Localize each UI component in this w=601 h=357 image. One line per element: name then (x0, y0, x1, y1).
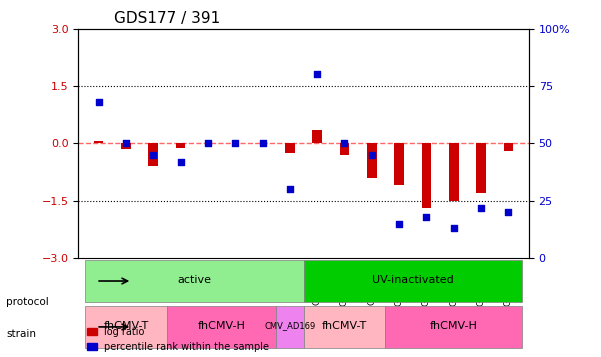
Text: fhCMV-T: fhCMV-T (103, 321, 148, 331)
Text: protocol: protocol (6, 297, 49, 307)
Bar (148, 143, 158, 166)
FancyBboxPatch shape (85, 260, 304, 302)
Bar (313, 130, 322, 143)
Point (476, 205, 486, 210)
Text: strain: strain (6, 329, 36, 339)
Bar (394, 143, 404, 185)
Point (285, 186, 294, 192)
Bar (285, 143, 294, 153)
Text: fhCMV-H: fhCMV-H (430, 321, 478, 331)
Point (422, 214, 432, 220)
Bar (94, 141, 103, 143)
Point (313, 72, 322, 77)
FancyBboxPatch shape (276, 306, 304, 348)
FancyBboxPatch shape (304, 306, 385, 348)
FancyBboxPatch shape (167, 306, 276, 348)
Text: GDS177 / 391: GDS177 / 391 (114, 11, 221, 26)
FancyBboxPatch shape (304, 260, 522, 302)
FancyBboxPatch shape (385, 306, 522, 348)
Point (449, 225, 459, 231)
Bar (176, 143, 185, 148)
Bar (340, 143, 349, 155)
Point (367, 152, 377, 158)
Point (394, 221, 404, 226)
Text: fhCMV-T: fhCMV-T (322, 321, 367, 331)
Bar (449, 143, 459, 201)
Text: CMV_AD169: CMV_AD169 (264, 322, 316, 331)
Point (121, 140, 131, 146)
Text: UV-inactivated: UV-inactivated (372, 275, 454, 285)
Bar (504, 143, 513, 151)
Legend: log ratio, percentile rank within the sample: log ratio, percentile rank within the sa… (83, 323, 273, 356)
Point (230, 140, 240, 146)
Point (175, 159, 185, 165)
Bar (477, 143, 486, 193)
Text: active: active (177, 275, 211, 285)
Bar (121, 143, 131, 149)
FancyBboxPatch shape (85, 306, 167, 348)
Point (94, 99, 103, 105)
Point (148, 152, 158, 158)
Point (504, 209, 513, 215)
Point (203, 140, 213, 146)
Bar (422, 143, 432, 208)
Point (258, 140, 267, 146)
Point (340, 140, 349, 146)
Text: fhCMV-H: fhCMV-H (198, 321, 245, 331)
Bar (367, 143, 377, 178)
